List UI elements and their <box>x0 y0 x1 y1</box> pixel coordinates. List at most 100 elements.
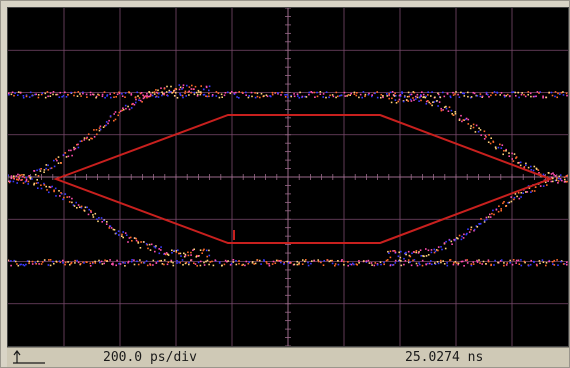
trace-sample-point <box>386 95 388 97</box>
trace-sample-point <box>331 259 333 262</box>
trace-sample-point <box>470 228 472 231</box>
trace-sample-point <box>492 209 494 212</box>
trace-sample-point <box>197 261 200 264</box>
trace-sample-point <box>49 186 52 189</box>
trace-sample-point <box>224 259 227 262</box>
trace-sample-point <box>22 176 24 178</box>
trace-sample-point <box>466 232 468 235</box>
trace-sample-point <box>195 91 198 94</box>
trace-sample-point <box>99 125 102 128</box>
trace-sample-point <box>567 174 568 177</box>
trace-sample-point <box>394 262 397 264</box>
trace-sample-point <box>332 95 335 98</box>
trace-sample-point <box>513 196 516 199</box>
trace-sample-point <box>75 201 77 204</box>
trace-sample-point <box>427 254 430 256</box>
trace-sample-point <box>301 96 303 99</box>
trace-sample-point <box>183 252 185 255</box>
trace-sample-point <box>380 96 382 99</box>
trace-sample-point <box>510 196 512 198</box>
trace-sample-point <box>71 201 73 204</box>
trace-sample-point <box>49 95 52 97</box>
trace-sample-point <box>82 261 84 264</box>
trace-sample-point <box>23 264 26 267</box>
trace-sample-point <box>530 165 532 168</box>
trace-sample-point <box>395 94 397 97</box>
trace-sample-point <box>554 95 556 98</box>
trace-sample-point <box>359 93 362 96</box>
trace-sample-point <box>452 91 454 94</box>
trace-sample-point <box>298 263 300 266</box>
trace-sample-point <box>404 252 406 255</box>
trace-sample-point <box>476 95 479 97</box>
trace-sample-point <box>160 249 162 251</box>
trace-sample-point <box>448 239 451 242</box>
trace-sample-point <box>392 250 394 252</box>
trace-sample-point <box>445 107 448 110</box>
trace-sample-point <box>174 88 177 90</box>
trace-sample-point <box>413 91 416 94</box>
trace-sample-point <box>179 262 181 264</box>
trace-sample-point <box>149 94 152 97</box>
trace-sample-point <box>425 103 428 105</box>
trace-sample-point <box>150 243 153 246</box>
trace-sample-point <box>154 246 157 249</box>
trace-sample-point <box>313 259 316 262</box>
trace-sample-point <box>185 261 188 264</box>
trace-sample-point <box>19 174 22 177</box>
trace-sample-point <box>203 261 205 264</box>
trace-sample-point <box>235 91 237 94</box>
trace-sample-point <box>155 95 158 98</box>
trace-sample-point <box>525 162 527 165</box>
trace-sample-point <box>34 261 37 264</box>
trace-sample-point <box>368 262 371 264</box>
trace-sample-point <box>218 96 221 99</box>
trace-sample-point <box>62 259 64 262</box>
trace-sample-point <box>535 263 538 266</box>
trace-sample-point <box>436 261 439 263</box>
trace-sample-point <box>193 248 195 251</box>
trace-sample-point <box>416 96 419 99</box>
trace-sample-point <box>86 96 88 98</box>
trace-sample-point <box>409 93 412 96</box>
trace-sample-point <box>344 95 347 97</box>
trace-sample-point <box>515 157 517 159</box>
trace-sample-point <box>302 259 304 261</box>
trace-sample-point <box>211 95 214 97</box>
trace-sample-point <box>73 146 75 149</box>
trace-sample-point <box>521 92 523 94</box>
trace-sample-point <box>128 237 131 239</box>
trace-sample-point <box>505 94 507 97</box>
trace-sample-point <box>121 235 123 237</box>
trace-sample-point <box>467 91 469 94</box>
trace-sample-point <box>265 261 268 263</box>
trace-sample-point <box>488 134 490 136</box>
trace-sample-point <box>36 169 38 172</box>
trace-sample-point <box>62 95 65 97</box>
trace-sample-point <box>473 228 476 231</box>
trace-sample-point <box>553 174 555 176</box>
trace-sample-point <box>405 253 407 256</box>
trace-sample-point <box>437 249 439 252</box>
trace-sample-point <box>329 94 331 97</box>
trace-sample-point <box>500 147 503 149</box>
trace-sample-point <box>509 262 511 264</box>
trace-sample-point <box>192 249 194 251</box>
trace-sample-point <box>10 260 12 262</box>
trace-sample-point <box>15 175 18 177</box>
trace-sample-point <box>376 96 379 99</box>
trace-sample-point <box>167 254 170 256</box>
trace-sample-point <box>503 262 505 264</box>
trace-sample-point <box>559 174 562 176</box>
trace-sample-point <box>12 180 15 183</box>
trace-sample-point <box>131 259 133 261</box>
trace-sample-point <box>53 189 55 192</box>
trace-sample-point <box>198 91 200 93</box>
trace-sample-point <box>454 111 457 113</box>
trace-sample-point <box>34 93 36 96</box>
trace-sample-point <box>347 261 349 263</box>
trace-sample-point <box>55 158 57 160</box>
trace-sample-point <box>412 97 414 99</box>
trace-sample-point <box>485 216 488 219</box>
trace-sample-point <box>98 129 101 132</box>
